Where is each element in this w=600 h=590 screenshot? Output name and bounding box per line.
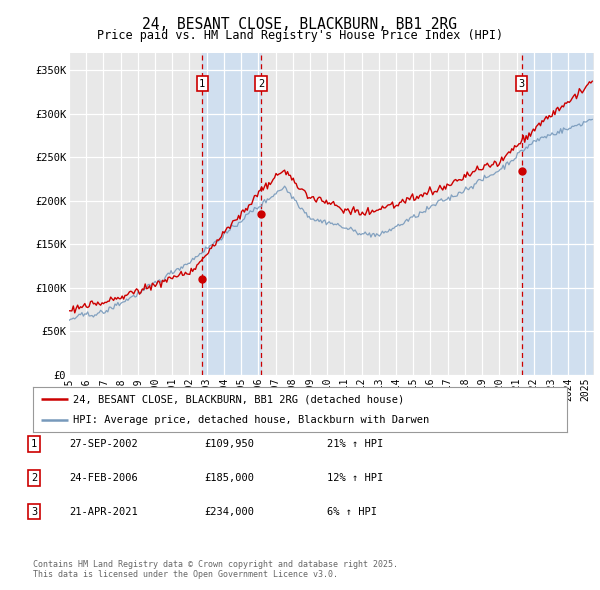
Text: 24-FEB-2006: 24-FEB-2006 <box>69 473 138 483</box>
Text: Price paid vs. HM Land Registry's House Price Index (HPI): Price paid vs. HM Land Registry's House … <box>97 29 503 42</box>
Text: 2: 2 <box>31 473 37 483</box>
Text: 21% ↑ HPI: 21% ↑ HPI <box>327 440 383 449</box>
Bar <box>522 53 592 375</box>
Text: 12% ↑ HPI: 12% ↑ HPI <box>327 473 383 483</box>
Text: 1: 1 <box>199 78 205 88</box>
Text: 6% ↑ HPI: 6% ↑ HPI <box>327 507 377 516</box>
Text: 3: 3 <box>518 78 525 88</box>
Text: 1: 1 <box>31 440 37 449</box>
Text: £185,000: £185,000 <box>204 473 254 483</box>
Bar <box>202 53 261 375</box>
Text: HPI: Average price, detached house, Blackburn with Darwen: HPI: Average price, detached house, Blac… <box>73 415 430 425</box>
Text: £234,000: £234,000 <box>204 507 254 516</box>
Text: 2: 2 <box>258 78 264 88</box>
Text: Contains HM Land Registry data © Crown copyright and database right 2025.
This d: Contains HM Land Registry data © Crown c… <box>33 560 398 579</box>
Text: 3: 3 <box>31 507 37 516</box>
Text: 27-SEP-2002: 27-SEP-2002 <box>69 440 138 449</box>
Text: £109,950: £109,950 <box>204 440 254 449</box>
Text: 21-APR-2021: 21-APR-2021 <box>69 507 138 516</box>
Text: 24, BESANT CLOSE, BLACKBURN, BB1 2RG: 24, BESANT CLOSE, BLACKBURN, BB1 2RG <box>143 17 458 32</box>
Text: 24, BESANT CLOSE, BLACKBURN, BB1 2RG (detached house): 24, BESANT CLOSE, BLACKBURN, BB1 2RG (de… <box>73 394 404 404</box>
